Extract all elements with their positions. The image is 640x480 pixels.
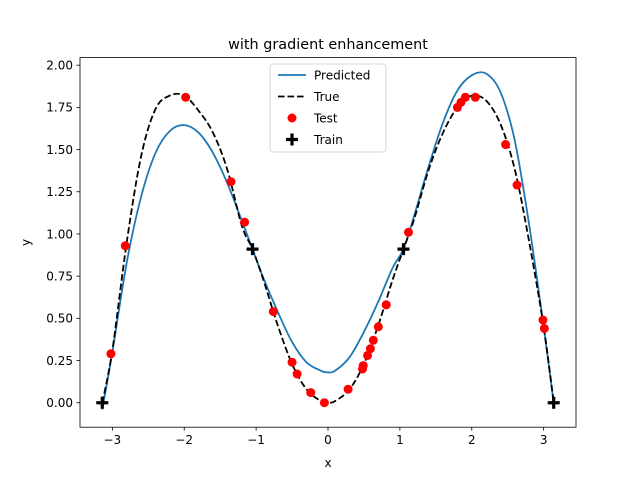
data-point-test bbox=[373, 322, 383, 332]
x-tick-label: 1 bbox=[396, 433, 404, 447]
series-line-true bbox=[101, 92, 555, 404]
legend-swatch-train bbox=[286, 133, 298, 146]
y-axis-label: y bbox=[19, 239, 33, 246]
y-tick-label: 1.25 bbox=[46, 185, 73, 199]
data-point-test bbox=[268, 307, 278, 317]
data-point-test bbox=[240, 217, 250, 227]
y-tick-label: 1.75 bbox=[46, 101, 73, 115]
y-tick-label: 0.50 bbox=[46, 312, 73, 326]
data-point-test bbox=[287, 357, 297, 367]
legend-label-true: True bbox=[313, 90, 340, 104]
y-tick-label: 0.75 bbox=[46, 269, 73, 283]
x-tick-label: −3 bbox=[103, 433, 121, 447]
legend-label-train: Train bbox=[313, 133, 343, 147]
x-tick-label: 2 bbox=[468, 433, 476, 447]
data-point-test bbox=[181, 92, 191, 102]
data-point-test bbox=[358, 361, 368, 371]
data-point-test bbox=[226, 177, 236, 187]
legend-item-true: True bbox=[278, 90, 340, 104]
data-point-test bbox=[368, 335, 378, 345]
data-point-test bbox=[538, 315, 548, 325]
legend: Predicted True Test Train bbox=[269, 63, 387, 153]
data-point-test bbox=[106, 349, 116, 359]
series-line-predicted bbox=[101, 71, 555, 410]
legend-swatch-test bbox=[287, 113, 297, 123]
plot-frame bbox=[79, 57, 577, 428]
data-point-test bbox=[404, 227, 414, 237]
series-test bbox=[106, 92, 549, 408]
data-point-test bbox=[365, 344, 375, 354]
x-tick-label: 0 bbox=[324, 433, 332, 447]
data-layer bbox=[96, 71, 560, 410]
data-point-test bbox=[120, 241, 130, 251]
data-point-test bbox=[460, 92, 470, 102]
data-point-train bbox=[246, 243, 259, 256]
x-tick-label: −2 bbox=[175, 433, 193, 447]
data-point-test bbox=[539, 323, 549, 333]
data-point-test bbox=[501, 140, 511, 150]
series-train bbox=[96, 243, 560, 409]
y-tick-label: 1.00 bbox=[46, 227, 73, 241]
legend-label-test: Test bbox=[313, 111, 338, 125]
axes-layer: −3 −2 −1 0 1 2 3 0.00 0.25 0.50 0.75 1.00 1.25 1.50 1.… bbox=[46, 58, 547, 447]
y-tick-label: 0.00 bbox=[46, 396, 73, 410]
x-tick-label: 3 bbox=[540, 433, 548, 447]
y-tick-label: 2.00 bbox=[46, 58, 73, 72]
legend-label-predicted: Predicted bbox=[314, 68, 370, 82]
x-tick-label: −1 bbox=[247, 433, 265, 447]
series-predicted bbox=[101, 71, 555, 410]
series-true bbox=[101, 92, 555, 404]
chart-title: with gradient enhancement bbox=[228, 37, 428, 53]
data-point-test bbox=[363, 350, 373, 360]
legend-item-predicted: Predicted bbox=[278, 68, 370, 82]
data-point-test bbox=[343, 384, 353, 394]
data-point-train bbox=[397, 243, 410, 256]
data-point-test bbox=[319, 398, 329, 408]
legend-item-train: Train bbox=[286, 133, 343, 147]
data-point-train bbox=[547, 396, 560, 409]
x-axis-label: x bbox=[324, 456, 331, 470]
data-point-test bbox=[292, 369, 302, 379]
data-point-test bbox=[470, 92, 480, 102]
data-point-train bbox=[96, 396, 109, 409]
data-point-test bbox=[512, 180, 522, 190]
y-tick-label: 1.50 bbox=[46, 143, 73, 157]
y-tick-label: 0.25 bbox=[46, 354, 73, 368]
data-point-test bbox=[306, 388, 316, 398]
legend-box bbox=[269, 63, 387, 153]
data-point-test bbox=[381, 300, 391, 310]
legend-item-test: Test bbox=[287, 111, 338, 125]
